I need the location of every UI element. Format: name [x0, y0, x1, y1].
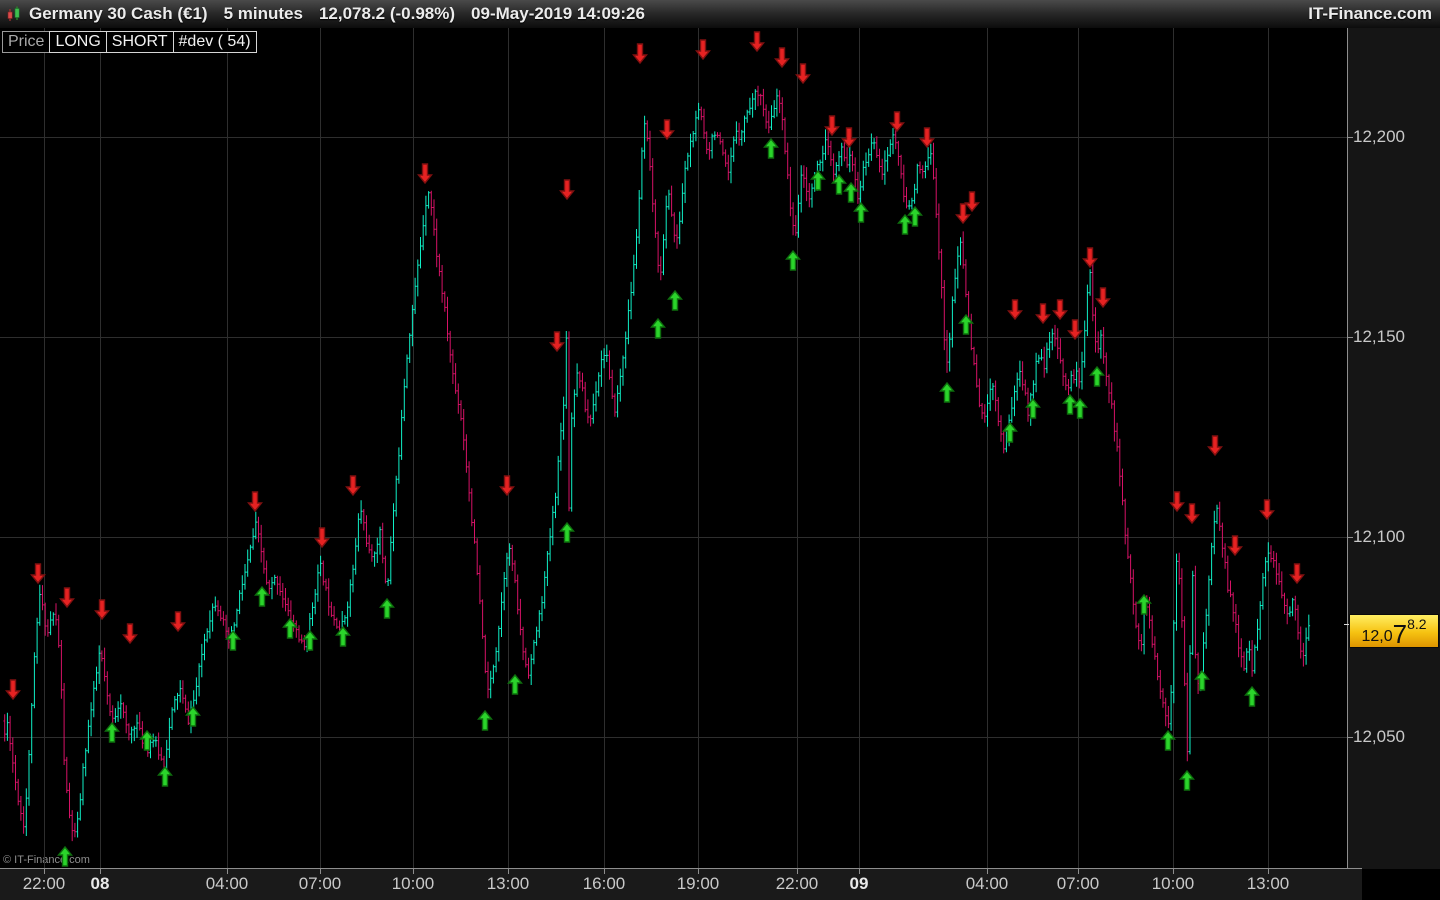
- time-axis-label: 13:00: [486, 874, 530, 893]
- time-axis-label: 22:00: [22, 874, 66, 893]
- time-axis-panel[interactable]: [0, 869, 1362, 900]
- price-axis-label: 12,150: [1353, 327, 1405, 346]
- time-axis-label: 07:00: [298, 874, 342, 893]
- instrument-title: Germany 30 Cash (€1): [29, 4, 208, 23]
- title-bar: Germany 30 Cash (€1) 5 minutes 12,078.2 …: [0, 0, 1440, 29]
- time-axis-label: 07:00: [1056, 874, 1100, 893]
- chart-frame: [0, 28, 1362, 874]
- time-axis-label: 04:00: [205, 874, 249, 893]
- last-price-change: 12,078.2 (-0.98%): [318, 4, 456, 23]
- candlesticks: [3, 85, 1311, 842]
- price-chart[interactable]: [0, 28, 1440, 900]
- dev-indicator-button[interactable]: #dev ( 54): [172, 31, 257, 53]
- price-axis-panel[interactable]: [1348, 28, 1440, 869]
- time-axis-label: 22:00: [775, 874, 819, 893]
- time-axis-label: 09: [849, 874, 869, 893]
- indicator-legend: Price LONG SHORT #dev ( 54): [2, 31, 257, 53]
- price-indicator-button[interactable]: Price: [2, 31, 51, 53]
- time-axis-label: 13:00: [1246, 874, 1290, 893]
- price-axis-label: 12,050: [1353, 727, 1405, 746]
- last-price-base: 12,0: [1361, 628, 1393, 646]
- brand-label: IT-Finance.com: [1308, 4, 1432, 23]
- watermark: © IT-Finance.com: [3, 854, 90, 866]
- time-axis-label: 10:00: [391, 874, 435, 893]
- datetime-label: 09-May-2019 14:09:26: [471, 4, 645, 23]
- short-indicator-button[interactable]: SHORT: [105, 31, 174, 53]
- last-price-decimals: 8.2: [1407, 616, 1427, 633]
- last-price-big-digit: 7: [1392, 619, 1408, 650]
- time-axis-label: 19:00: [676, 874, 720, 893]
- long-signal-arrows: [57, 137, 1260, 867]
- price-axis-label: 12,200: [1353, 127, 1405, 146]
- time-axis-label: 16:00: [582, 874, 626, 893]
- last-price-tag: 12,0 7 8.2: [1349, 614, 1439, 650]
- time-axis-label: 04:00: [965, 874, 1009, 893]
- long-indicator-button[interactable]: LONG: [49, 31, 107, 53]
- dual-candlestick-icon: [7, 6, 20, 21]
- time-axis-label: 08: [90, 874, 110, 893]
- short-signal-arrows: [5, 31, 1305, 701]
- timeframe-label: 5 minutes: [223, 4, 303, 23]
- price-axis-label: 12,100: [1353, 527, 1405, 546]
- gridlines: [0, 28, 1347, 868]
- time-axis-label: 10:00: [1151, 874, 1195, 893]
